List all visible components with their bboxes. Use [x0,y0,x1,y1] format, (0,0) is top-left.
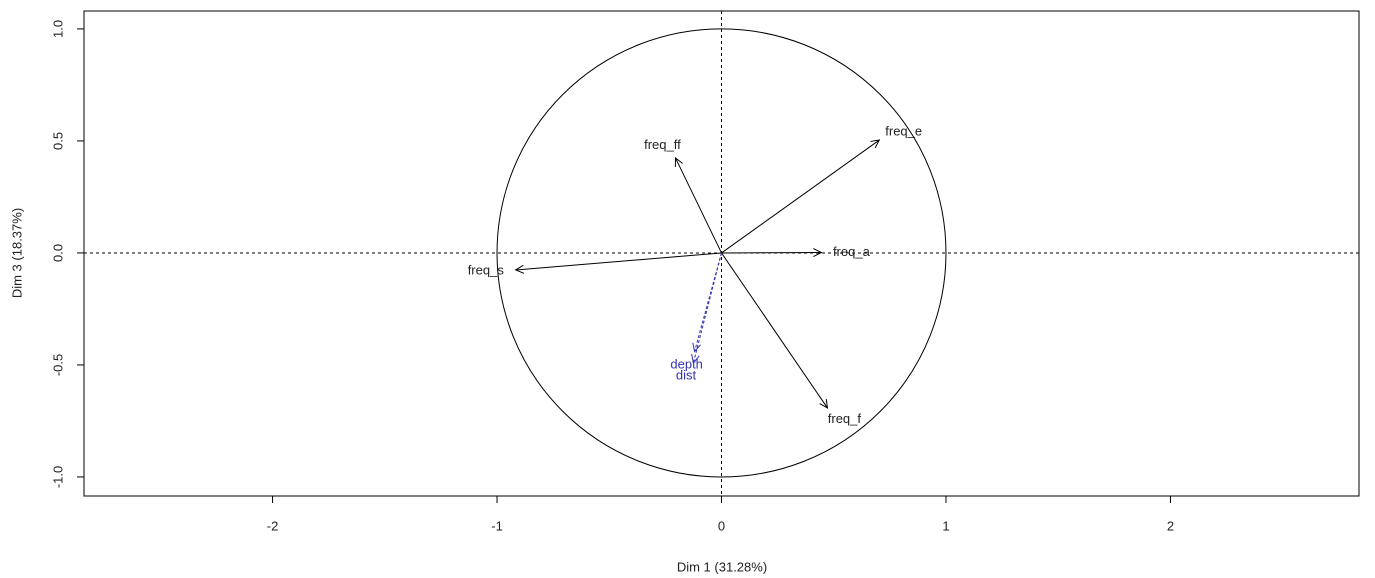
vector-label: freq_ff [644,137,681,152]
x-tick-label: -1 [491,518,503,533]
vector-arrow [721,140,880,254]
vector-label: freq_f [828,411,862,426]
vector-label: freq_a [833,244,871,259]
x-tick-label: -2 [267,518,279,533]
vector-arrow [721,252,828,408]
y-tick-label: 1.0 [50,20,65,38]
vector-label: freq_s [468,263,505,278]
x-axis-label: Dim 1 (31.28%) [677,559,767,574]
y-tick-label: 0.5 [50,132,65,150]
x-tick-label: 2 [1167,518,1174,533]
vector-label: freq_e [885,123,922,138]
correlation-circle [496,28,947,478]
y-tick-label: -1.0 [50,466,65,488]
x-tick-label: 0 [718,518,725,533]
vector-arrow [693,252,722,363]
vector-arrow [675,158,722,254]
y-tick-label: -0.5 [50,354,65,376]
y-axis-label: Dim 3 (18.37%) [9,208,24,298]
x-tick-label: 1 [942,518,949,533]
y-tick-label: 0.0 [50,244,65,262]
vector-label: dist [676,368,697,383]
vector-arrow [516,252,722,270]
